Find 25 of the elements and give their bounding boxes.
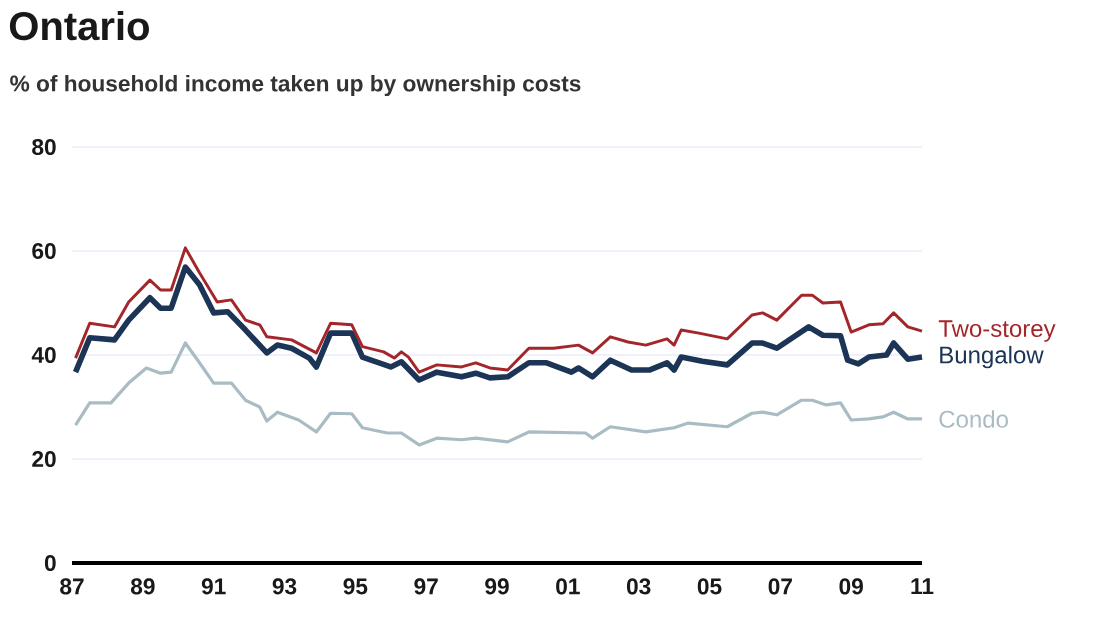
x-tick-label: 03 <box>626 578 651 595</box>
x-tick-label: 89 <box>130 578 155 595</box>
x-tick-label: 87 <box>60 578 84 595</box>
x-tick-label: 11 <box>911 578 934 594</box>
y-tick-label: 80 <box>32 138 56 156</box>
x-tick-label: 97 <box>414 578 438 595</box>
y-tick-label: 0 <box>44 554 56 572</box>
y-tick-label: 60 <box>32 242 56 260</box>
x-tick-label: 09 <box>839 578 863 595</box>
line-series <box>74 246 924 374</box>
series-label: Bungalow <box>940 345 1044 369</box>
chart-subtitle: % of household income taken up by ownership costs <box>10 74 581 97</box>
x-tick-label: 99 <box>485 578 509 595</box>
x-tick-label: 07 <box>768 578 792 595</box>
x-tick-label: 91 <box>201 578 226 595</box>
x-tick-label: 95 <box>343 578 368 595</box>
y-tick-label: 40 <box>31 346 56 364</box>
chart-title: Ontario <box>9 10 149 41</box>
series-label: Condo <box>939 410 1008 428</box>
y-tick-label: 20 <box>32 450 56 468</box>
line-series <box>73 341 924 447</box>
series-label: Two-storey <box>938 320 1056 342</box>
x-tick-label: 93 <box>272 578 297 595</box>
x-tick-label: 01 <box>556 578 580 595</box>
x-tick-label: 05 <box>697 578 722 595</box>
